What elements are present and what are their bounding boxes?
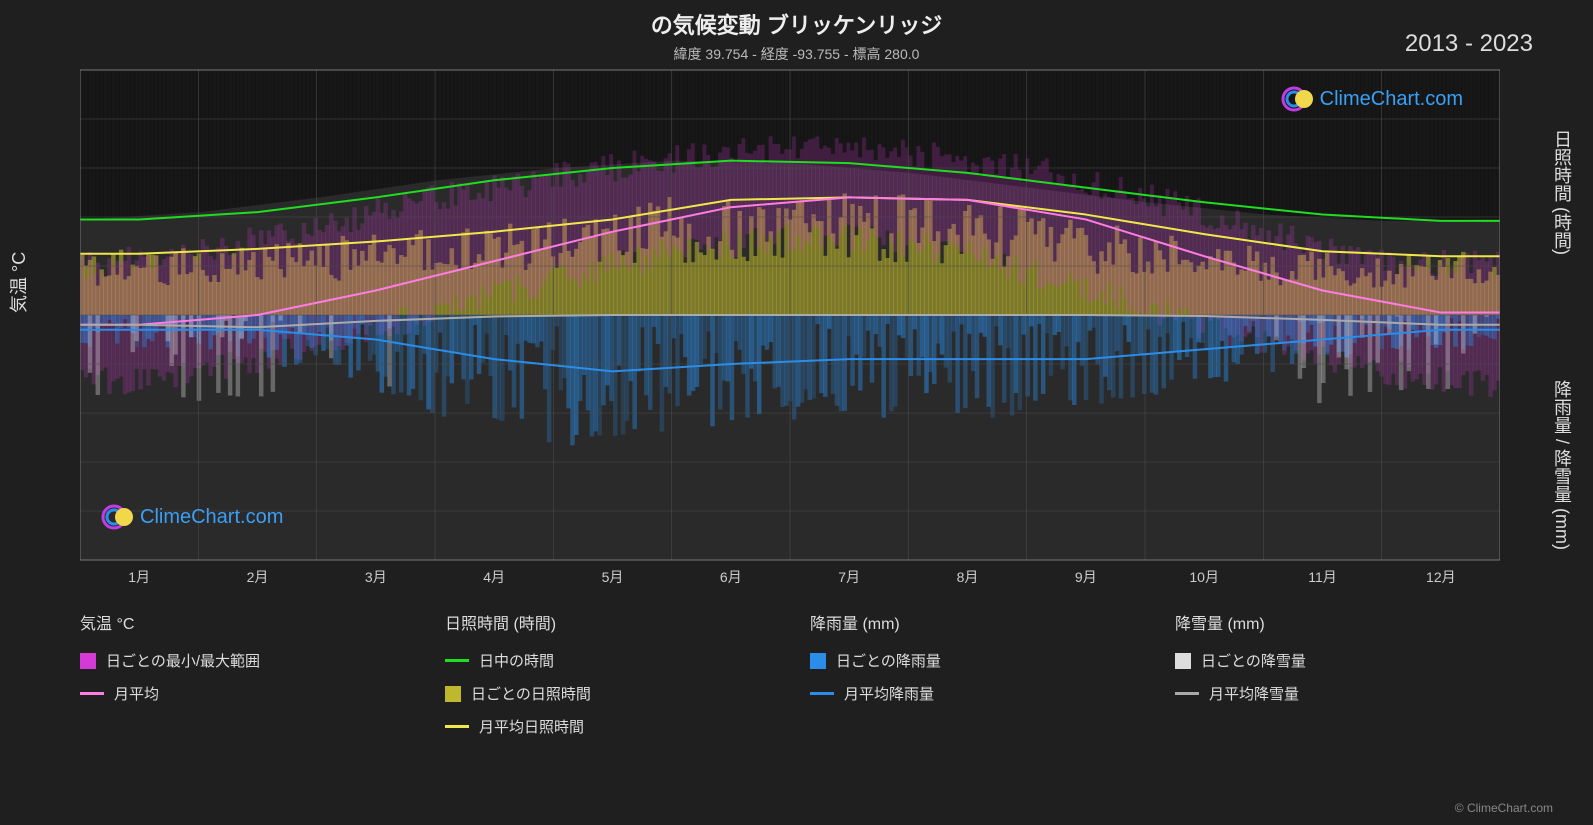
legend-header: 気温 °C xyxy=(80,610,405,634)
legend-item: 日ごとの降雨量 xyxy=(810,650,1135,671)
svg-text:5月: 5月 xyxy=(602,569,624,585)
legend-label: 月平均降雪量 xyxy=(1209,683,1299,704)
legend-header: 降雨量 (mm) xyxy=(810,610,1135,634)
legend-item: 日ごとの日照時間 xyxy=(445,683,770,704)
legend-label: 月平均降雨量 xyxy=(844,683,934,704)
legend: 気温 °C 日ごとの最小/最大範囲月平均 日照時間 (時間) 日中の時間日ごとの日照時… xyxy=(80,610,1500,737)
svg-text:3月: 3月 xyxy=(365,569,387,585)
svg-text:9月: 9月 xyxy=(1075,569,1097,585)
legend-column: 日照時間 (時間) 日中の時間日ごとの日照時間月平均日照時間 xyxy=(445,610,770,737)
svg-text:6月: 6月 xyxy=(720,569,742,585)
y-axis-right-label-sunshine: 日照時間 (時間) xyxy=(1549,130,1575,255)
watermark: © ClimeChart.com xyxy=(1455,801,1553,815)
climechart-logo-text: ClimeChart.com xyxy=(1320,88,1463,111)
legend-swatch-icon xyxy=(445,686,461,702)
legend-header: 日照時間 (時間) xyxy=(445,610,770,634)
climechart-logo-icon xyxy=(1280,82,1314,116)
svg-text:12月: 12月 xyxy=(1426,569,1456,585)
legend-item: 月平均降雪量 xyxy=(1175,683,1500,704)
year-range: 2013 - 2023 xyxy=(1405,30,1533,58)
legend-line-icon xyxy=(1175,692,1199,695)
legend-label: 日ごとの降雪量 xyxy=(1201,650,1306,671)
legend-item: 日中の時間 xyxy=(445,650,770,671)
svg-text:2月: 2月 xyxy=(247,569,269,585)
chart-plot-area: -50-40-30-20-100102030405006121824010203… xyxy=(80,60,1500,580)
legend-swatch-icon xyxy=(810,653,826,669)
legend-header: 降雪量 (mm) xyxy=(1175,610,1500,634)
legend-label: 日ごとの日照時間 xyxy=(471,683,591,704)
legend-item: 月平均 xyxy=(80,683,405,704)
climechart-logo-icon xyxy=(100,500,134,534)
svg-text:7月: 7月 xyxy=(838,569,860,585)
legend-line-icon xyxy=(810,692,834,695)
legend-item: 日ごとの降雪量 xyxy=(1175,650,1500,671)
y-axis-right-label-precip: 降雨量 / 降雪量 (mm) xyxy=(1549,380,1575,550)
legend-item: 月平均日照時間 xyxy=(445,716,770,737)
chart-title: の気候変動 ブリッケンリッジ xyxy=(0,0,1593,40)
legend-item: 日ごとの最小/最大範囲 xyxy=(80,650,405,671)
svg-text:1月: 1月 xyxy=(128,569,150,585)
svg-text:8月: 8月 xyxy=(957,569,979,585)
climechart-logo-text: ClimeChart.com xyxy=(140,506,283,529)
svg-text:10月: 10月 xyxy=(1189,569,1219,585)
svg-text:11月: 11月 xyxy=(1308,569,1337,585)
legend-label: 日中の時間 xyxy=(479,650,554,671)
legend-line-icon xyxy=(445,659,469,662)
legend-line-icon xyxy=(445,725,469,728)
legend-label: 月平均日照時間 xyxy=(479,716,584,737)
legend-line-icon xyxy=(80,692,104,695)
y-axis-left-label: 気温 °C xyxy=(5,252,31,313)
legend-label: 月平均 xyxy=(114,683,159,704)
legend-column: 気温 °C 日ごとの最小/最大範囲月平均 xyxy=(80,610,405,737)
legend-item: 月平均降雨量 xyxy=(810,683,1135,704)
logo-top: ClimeChart.com xyxy=(1280,82,1463,116)
legend-column: 降雨量 (mm) 日ごとの降雨量月平均降雨量 xyxy=(810,610,1135,737)
svg-text:4月: 4月 xyxy=(483,569,505,585)
legend-swatch-icon xyxy=(80,653,96,669)
legend-label: 日ごとの最小/最大範囲 xyxy=(106,650,260,671)
logo-bottom: ClimeChart.com xyxy=(100,500,283,534)
legend-label: 日ごとの降雨量 xyxy=(836,650,941,671)
legend-column: 降雪量 (mm) 日ごとの降雪量月平均降雪量 xyxy=(1175,610,1500,737)
legend-swatch-icon xyxy=(1175,653,1191,669)
